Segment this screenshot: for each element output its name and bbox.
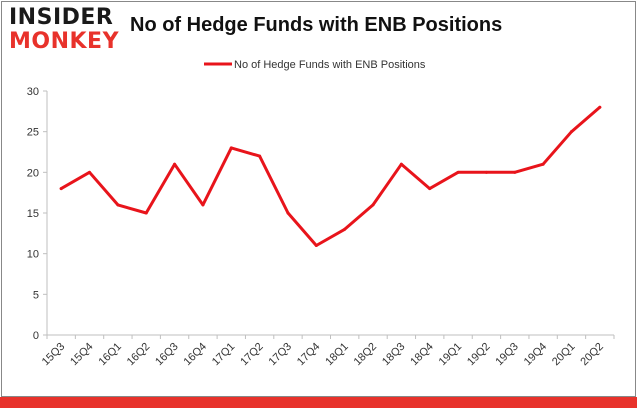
logo-line-2: MONKEY xyxy=(9,29,120,54)
data-point xyxy=(513,170,517,174)
x-tick-label: 19Q3 xyxy=(493,341,521,369)
x-tick-label: 18Q3 xyxy=(380,341,408,369)
data-point xyxy=(343,227,347,231)
data-point xyxy=(484,170,488,174)
y-tick-label: 25 xyxy=(27,127,39,139)
data-point xyxy=(541,162,545,166)
data-point xyxy=(428,187,432,191)
data-point xyxy=(88,170,92,174)
bottom-accent-bar xyxy=(0,397,637,408)
data-point xyxy=(229,146,233,150)
data-point xyxy=(173,162,177,166)
x-tick-label: 20Q2 xyxy=(578,341,606,369)
y-tick-label: 15 xyxy=(27,208,39,220)
x-tick-label: 17Q3 xyxy=(267,341,295,369)
x-tick-label: 15Q3 xyxy=(40,341,68,369)
data-point xyxy=(201,203,205,207)
data-point xyxy=(59,187,63,191)
x-tick-label: 16Q4 xyxy=(182,341,210,369)
data-point xyxy=(399,162,403,166)
chart-title: No of Hedge Funds with ENB Positions xyxy=(130,14,503,36)
x-tick-label: 19Q4 xyxy=(522,341,550,369)
x-tick-label: 16Q3 xyxy=(153,341,181,369)
x-tick-label: 20Q1 xyxy=(550,341,578,369)
data-point xyxy=(371,203,375,207)
y-tick-label: 5 xyxy=(33,289,39,301)
x-tick-label: 17Q1 xyxy=(210,341,238,369)
chart-frame xyxy=(1,1,636,397)
x-tick-label: 17Q2 xyxy=(238,341,266,369)
y-tick-label: 30 xyxy=(27,86,39,98)
y-tick-label: 0 xyxy=(33,330,39,342)
x-tick-label: 17Q4 xyxy=(295,341,323,369)
x-tick-label: 16Q2 xyxy=(125,341,153,369)
data-point xyxy=(258,154,262,158)
x-tick-label: 16Q1 xyxy=(96,341,124,369)
data-point xyxy=(116,203,120,207)
insider-monkey-logo: INSIDER MONKEY xyxy=(9,6,121,56)
legend-label: No of Hedge Funds with ENB Positions xyxy=(234,59,426,71)
x-tick-label: 15Q4 xyxy=(68,341,96,369)
data-point xyxy=(569,130,573,134)
y-tick-label: 20 xyxy=(27,167,39,179)
x-tick-label: 18Q4 xyxy=(408,341,436,369)
y-tick-label: 10 xyxy=(27,249,39,261)
x-tick-label: 19Q1 xyxy=(437,341,465,369)
data-point xyxy=(598,105,602,109)
x-tick-label: 18Q2 xyxy=(352,341,380,369)
logo-line-1: INSIDER xyxy=(9,5,114,30)
data-point xyxy=(314,244,318,248)
x-tick-label: 18Q1 xyxy=(323,341,351,369)
series-line xyxy=(59,105,602,247)
data-point xyxy=(456,170,460,174)
data-point xyxy=(286,211,290,215)
x-tick-label: 19Q2 xyxy=(465,341,493,369)
data-point xyxy=(144,211,148,215)
